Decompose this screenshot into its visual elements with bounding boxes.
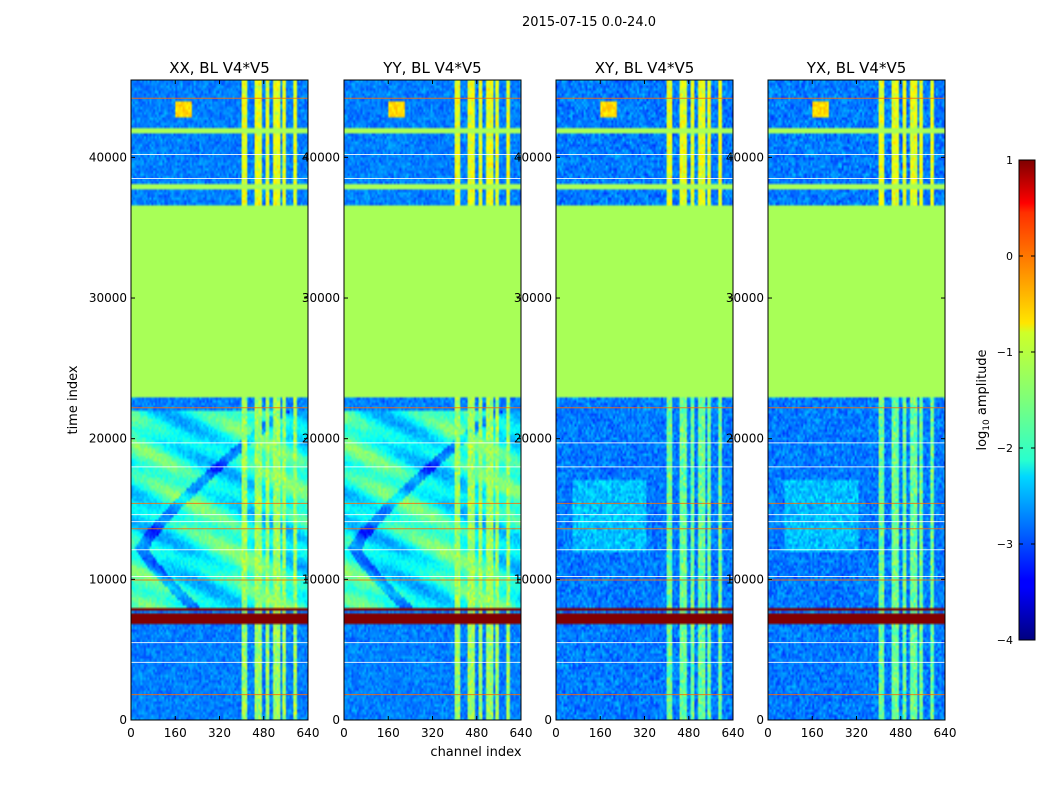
colorbar-tick-label: −1 bbox=[997, 346, 1013, 359]
x-tick-label: 0 bbox=[552, 726, 560, 740]
x-tick-label: 160 bbox=[377, 726, 400, 740]
y-tick-label: 40000 bbox=[514, 150, 552, 164]
x-tick-label: 0 bbox=[340, 726, 348, 740]
colorbar-tick-label: −3 bbox=[997, 538, 1013, 551]
colorbar-tick-label: 0 bbox=[1006, 250, 1013, 263]
y-tick-label: 30000 bbox=[726, 291, 764, 305]
colorbar-label-prefix: log bbox=[975, 431, 990, 451]
y-tick-label: 40000 bbox=[726, 150, 764, 164]
y-tick-label: 30000 bbox=[514, 291, 552, 305]
x-tick-label: 320 bbox=[421, 726, 444, 740]
y-tick-label: 30000 bbox=[302, 291, 340, 305]
x-tick-label: 160 bbox=[164, 726, 187, 740]
x-tick-label: 640 bbox=[934, 726, 957, 740]
heatmap-image bbox=[131, 80, 308, 720]
panel-4: YX, BL V4*V5 0 160 320 480 640 0 10000 20000 3000… bbox=[726, 59, 957, 740]
heatmap-image bbox=[768, 80, 945, 720]
y-tick-label: 10000 bbox=[726, 572, 764, 586]
x-tick-label: 640 bbox=[722, 726, 745, 740]
panel-title: YX, BL V4*V5 bbox=[806, 59, 907, 77]
x-tick-label: 480 bbox=[465, 726, 488, 740]
panel-2: YY, BL V4*V5 0 160 320 480 640 0 10000 20000 3000… bbox=[302, 59, 533, 740]
x-tick-label: 640 bbox=[510, 726, 533, 740]
panel-3: XY, BL V4*V5 0 160 320 480 640 0 10000 20000 3000… bbox=[514, 59, 745, 740]
x-tick-label: 640 bbox=[297, 726, 320, 740]
heatmap-image bbox=[344, 80, 521, 720]
x-tick-label: 480 bbox=[677, 726, 700, 740]
y-tick-label: 20000 bbox=[726, 432, 764, 446]
colorbar-label-suffix: amplitude bbox=[975, 349, 990, 419]
y-tick-label: 40000 bbox=[89, 150, 127, 164]
x-tick-label: 480 bbox=[252, 726, 275, 740]
heatmap-image bbox=[556, 80, 733, 720]
colorbar-label: log10 amplitude bbox=[975, 349, 992, 450]
panels: XX, BL V4*V5 0 160 320 480 640 0 10000 20000 3000… bbox=[89, 59, 957, 740]
colorbar-tick-label: 1 bbox=[1006, 154, 1013, 167]
colorbar-tick-label: −4 bbox=[997, 634, 1013, 647]
colorbar-label-subscript: 10 bbox=[982, 419, 992, 431]
y-axis-label: time index bbox=[66, 365, 81, 434]
colorbar-ticks: 1 0 −1 −2 −3 −4 bbox=[997, 154, 1035, 647]
panel-title: XX, BL V4*V5 bbox=[169, 59, 270, 77]
x-tick-label: 480 bbox=[889, 726, 912, 740]
x-tick-label: 0 bbox=[764, 726, 772, 740]
x-tick-label: 320 bbox=[845, 726, 868, 740]
y-tick-label: 10000 bbox=[514, 572, 552, 586]
x-tick-label: 160 bbox=[589, 726, 612, 740]
colorbar-gradient bbox=[1018, 159, 1036, 641]
panel-1: XX, BL V4*V5 0 160 320 480 640 0 10000 20000 3000… bbox=[89, 59, 320, 740]
y-tick-label: 0 bbox=[119, 713, 127, 727]
x-tick-label: 0 bbox=[127, 726, 135, 740]
y-tick-label: 10000 bbox=[89, 572, 127, 586]
y-tick-label: 30000 bbox=[89, 291, 127, 305]
y-tick-label: 20000 bbox=[89, 432, 127, 446]
y-tick-label: 0 bbox=[544, 713, 552, 727]
y-tick-label: 0 bbox=[332, 713, 340, 727]
panel-title: XY, BL V4*V5 bbox=[595, 59, 695, 77]
colorbar-tick-label: −2 bbox=[997, 442, 1013, 455]
x-tick-label: 160 bbox=[801, 726, 824, 740]
panel-title: YY, BL V4*V5 bbox=[382, 59, 481, 77]
colorbar: 10−1−2−3−4 log10 amplitude bbox=[975, 154, 1036, 647]
x-tick-label: 320 bbox=[208, 726, 231, 740]
y-tick-label: 20000 bbox=[302, 432, 340, 446]
y-tick-label: 0 bbox=[756, 713, 764, 727]
figure-title: 2015-07-15 0.0-24.0 bbox=[522, 15, 656, 30]
x-axis-label: channel index bbox=[430, 745, 521, 760]
x-tick-label: 320 bbox=[633, 726, 656, 740]
y-tick-label: 40000 bbox=[302, 150, 340, 164]
y-tick-label: 20000 bbox=[514, 432, 552, 446]
y-tick-label: 10000 bbox=[302, 572, 340, 586]
